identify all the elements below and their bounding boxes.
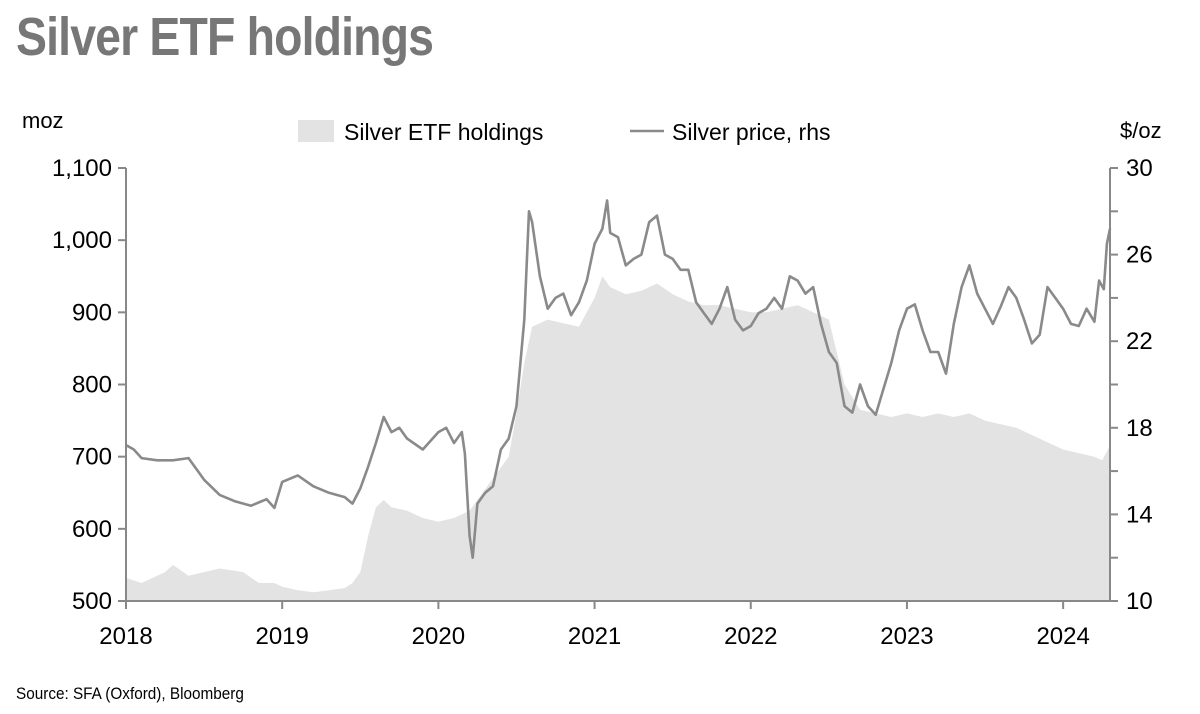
right-tick-label: 14	[1126, 501, 1153, 528]
x-tick-label: 2022	[724, 623, 777, 650]
x-tick-label: 2018	[99, 623, 152, 650]
left-tick-label: 900	[72, 299, 112, 326]
legend: Silver ETF holdings Silver price, rhs	[298, 119, 830, 145]
right-tick-label: 18	[1126, 415, 1153, 442]
left-tick-label: 800	[72, 372, 112, 399]
etf-holdings-area	[126, 276, 1110, 601]
x-tick-label: 2021	[568, 623, 621, 650]
x-tick-label: 2020	[412, 623, 465, 650]
silver-price-line	[125, 199, 1112, 559]
left-tick-label: 700	[72, 444, 112, 471]
right-tick-label: 26	[1126, 242, 1153, 269]
left-tick-label: 500	[72, 588, 112, 615]
left-tick-label: 1,100	[52, 155, 112, 182]
axes-layer: 500 600 700 800 900 1,000 1,100 10 14 18 22 26 30 201…	[22, 108, 1162, 650]
legend-swatch-etf-holdings	[298, 120, 334, 142]
x-tick-label: 2023	[880, 623, 933, 650]
x-tick-label: 2024	[1036, 623, 1089, 650]
legend-label-silver-price: Silver price, rhs	[672, 119, 830, 145]
chart-title: Silver ETF holdings	[16, 7, 434, 67]
right-tick-label: 30	[1126, 155, 1153, 182]
etf-holdings-area-layer	[126, 276, 1110, 601]
silver-price-line-layer	[125, 199, 1112, 559]
source-note: Source: SFA (Oxford), Bloomberg	[16, 684, 244, 703]
right-axis-unit: $/oz	[1120, 118, 1162, 143]
right-tick-label: 22	[1126, 328, 1153, 355]
x-tick-label: 2019	[255, 623, 308, 650]
right-tick-label: 10	[1126, 588, 1153, 615]
left-tick-label: 1,000	[52, 227, 112, 254]
legend-label-etf-holdings: Silver ETF holdings	[344, 119, 543, 145]
left-axis-unit: moz	[22, 108, 64, 133]
left-tick-label: 600	[72, 516, 112, 543]
